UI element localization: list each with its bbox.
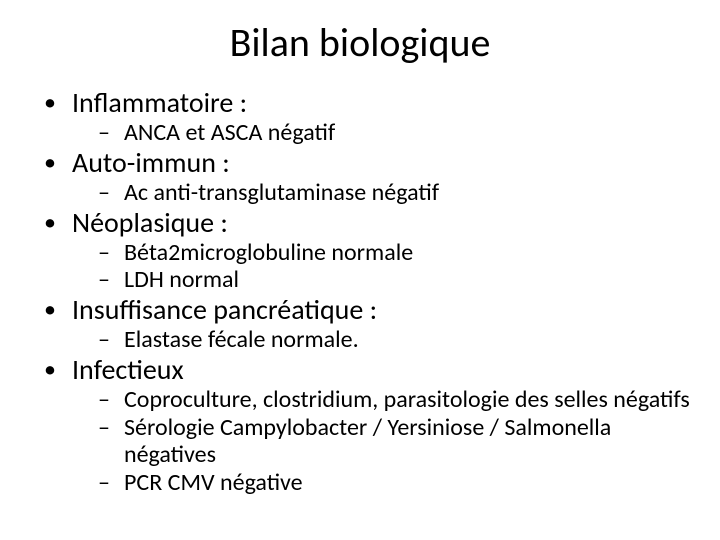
list-item-label: Insuffisance pancréatique : bbox=[72, 292, 377, 327]
sub-list-item: ANCA et ASCA négatif bbox=[98, 119, 690, 147]
sub-list-item: PCR CMV négative bbox=[98, 469, 690, 497]
list-item: Néoplasique : Béta2microglobuline normal… bbox=[44, 207, 690, 294]
sub-list: ANCA et ASCA négatif bbox=[72, 119, 690, 147]
sub-list-item: Sérologie Campylobacter / Yersiniose / S… bbox=[98, 414, 690, 469]
list-item: Inflammatoire : ANCA et ASCA négatif bbox=[44, 87, 690, 147]
sub-list: Ac anti-transglutaminase négatif bbox=[72, 179, 690, 207]
sub-list: Coproculture, clostridium, parasitologie… bbox=[72, 386, 690, 496]
list-item-label: Néoplasique : bbox=[72, 205, 228, 240]
list-item: Infectieux Coproculture, clostridium, pa… bbox=[44, 354, 690, 497]
sub-list-item: Ac anti-transglutaminase négatif bbox=[98, 179, 690, 207]
bullet-list: Inflammatoire : ANCA et ASCA négatif Aut… bbox=[30, 87, 690, 496]
list-item: Auto-immun : Ac anti-transglutaminase né… bbox=[44, 147, 690, 207]
sub-list-item: Coproculture, clostridium, parasitologie… bbox=[98, 386, 690, 414]
list-item: Insuffisance pancréatique : Elastase féc… bbox=[44, 294, 690, 354]
slide: Bilan biologique Inflammatoire : ANCA et… bbox=[0, 0, 720, 540]
sub-list-item: LDH normal bbox=[98, 266, 690, 294]
sub-list: Béta2microglobuline normale LDH normal bbox=[72, 239, 690, 294]
sub-list-item: Béta2microglobuline normale bbox=[98, 239, 690, 267]
slide-title: Bilan biologique bbox=[30, 18, 690, 67]
sub-list: Elastase fécale normale. bbox=[72, 326, 690, 354]
sub-list-item: Elastase fécale normale. bbox=[98, 326, 690, 354]
list-item-label: Auto-immun : bbox=[72, 145, 230, 180]
list-item-label: Infectieux bbox=[72, 352, 184, 387]
list-item-label: Inflammatoire : bbox=[72, 85, 247, 120]
